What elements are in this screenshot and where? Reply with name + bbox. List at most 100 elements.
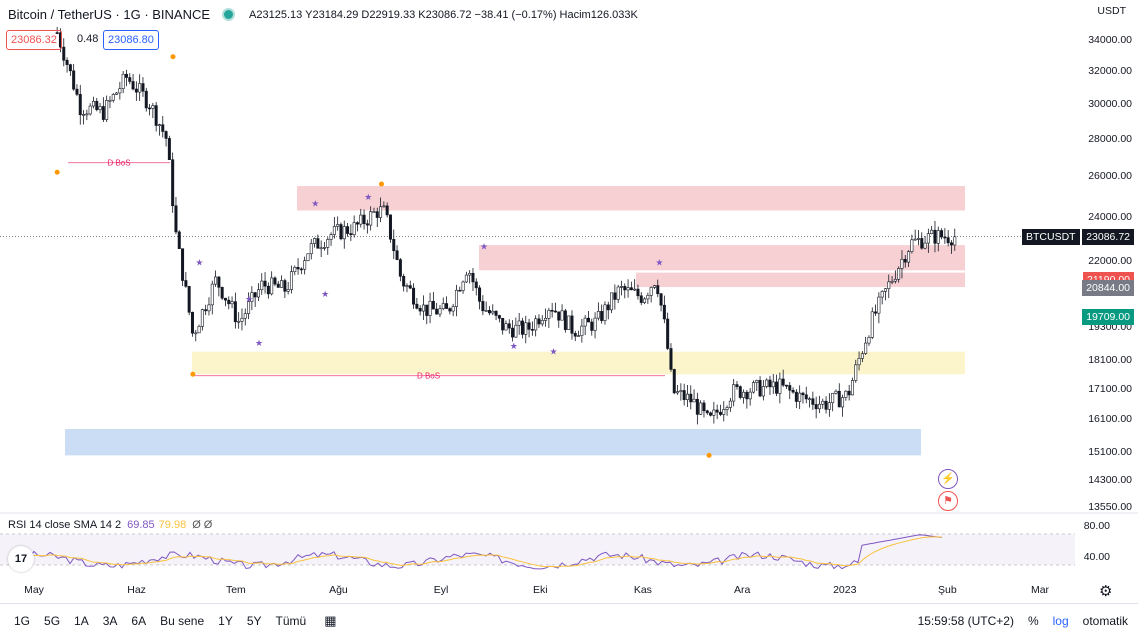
swing-dot-marker	[706, 452, 712, 458]
candle	[438, 304, 442, 318]
candle	[445, 296, 449, 309]
candle	[887, 274, 891, 299]
price-tag: 19709.00	[1082, 308, 1134, 325]
candle	[217, 276, 221, 297]
candle	[108, 96, 112, 109]
candle	[735, 381, 739, 390]
candle	[864, 336, 868, 355]
price-tick: 28000.00	[1088, 132, 1132, 145]
candle	[138, 74, 142, 101]
zone-red-2[interactable]	[636, 272, 965, 288]
rsi-title[interactable]: RSI 14 close SMA 14 2	[8, 519, 122, 531]
zone-red-1[interactable]	[479, 245, 965, 271]
candles	[55, 26, 957, 425]
bos-label-0: D BoS	[107, 159, 130, 168]
candle	[164, 130, 168, 147]
candle	[649, 286, 653, 303]
clock[interactable]: 15:59:58 (UTC+2)	[917, 614, 1014, 628]
candle	[570, 310, 574, 340]
candle	[844, 390, 848, 401]
price-chart[interactable]: D BoS D BoS ★ ★ ★ ★ ★ ★ ★ ★ ★ ★	[0, 0, 1138, 603]
us-flag-icon[interactable]: ⚑	[938, 491, 958, 511]
candle	[527, 318, 531, 338]
sell-button[interactable]: 23086.32	[6, 30, 62, 50]
candle	[190, 311, 194, 337]
candle	[817, 395, 821, 414]
candle	[187, 285, 191, 316]
candle	[596, 302, 600, 321]
zone-yellow-3[interactable]	[192, 351, 965, 375]
candle	[847, 384, 851, 401]
candle	[220, 286, 224, 301]
candle	[372, 207, 376, 213]
candle	[253, 291, 257, 307]
candle	[260, 273, 264, 295]
candle	[603, 301, 607, 325]
candle	[801, 391, 805, 404]
candle	[768, 375, 772, 396]
candle	[827, 393, 831, 417]
tf-1a[interactable]: 1A	[74, 614, 89, 628]
candle	[398, 258, 402, 282]
currency-unit[interactable]: USDT	[1097, 5, 1126, 17]
candle	[227, 296, 231, 310]
price-tick: 22000.00	[1088, 254, 1132, 267]
tf-ytd[interactable]: Bu sene	[160, 614, 205, 628]
candle	[874, 304, 878, 316]
zone-blue-4[interactable]	[65, 429, 921, 456]
candle	[537, 314, 541, 328]
candle	[491, 304, 495, 316]
price-axis[interactable]: USDT 34000.00 32000.00 30000.00 28000.00 260…	[1076, 0, 1138, 575]
price-tick: 13550.00	[1088, 501, 1132, 513]
candle	[679, 383, 683, 401]
candle	[504, 320, 508, 331]
candle	[613, 284, 617, 310]
tf-all[interactable]: Tümü	[275, 614, 307, 628]
candle	[118, 81, 122, 100]
tf-5g[interactable]: 5G	[44, 614, 61, 628]
time-tick: Mar	[1030, 584, 1050, 596]
auto-toggle[interactable]: otomatik	[1082, 614, 1128, 628]
candle	[590, 318, 594, 336]
candle	[210, 280, 214, 315]
log-toggle[interactable]: log	[1052, 614, 1069, 628]
candle	[877, 292, 881, 324]
price-tick: 34000.00	[1088, 34, 1132, 46]
candle	[659, 292, 663, 312]
rsi-tick-40: 40.00	[1083, 551, 1110, 563]
rsi-pane[interactable]	[0, 512, 1138, 570]
tf-3a[interactable]: 3A	[102, 614, 118, 628]
percent-toggle[interactable]: %	[1027, 614, 1039, 628]
zone-red-0[interactable]	[297, 186, 965, 211]
candle	[784, 384, 788, 389]
candle	[435, 302, 439, 315]
tf-5y[interactable]: 5Y	[246, 614, 262, 628]
candle	[623, 283, 627, 299]
symbol-title[interactable]: Bitcoin / TetherUS · 1G · BINANCE	[8, 7, 211, 22]
buy-button[interactable]: 23086.80	[103, 30, 159, 50]
candle	[682, 383, 686, 406]
candle	[230, 296, 234, 309]
price-tick: 26000.00	[1088, 170, 1132, 183]
candle	[926, 228, 930, 253]
candle	[405, 283, 409, 293]
lightning-icon[interactable]: ⚡	[938, 469, 958, 489]
tf-6a[interactable]: 6A	[131, 614, 147, 628]
pivot-star-marker: ★	[550, 346, 558, 356]
candle	[643, 297, 647, 305]
candle	[662, 295, 666, 324]
time-tick: Ağu	[329, 584, 348, 596]
candle	[791, 387, 795, 394]
tradingview-logo-icon[interactable]: 17	[8, 546, 34, 572]
candle	[431, 292, 435, 310]
gear-icon[interactable]: ⚙	[1099, 583, 1113, 600]
tf-1y[interactable]: 1Y	[218, 614, 233, 628]
candle	[250, 286, 254, 311]
calendar-icon[interactable]: ▦	[324, 613, 337, 628]
pivot-star-marker: ★	[321, 289, 329, 299]
candle	[920, 232, 924, 250]
tf-1g[interactable]: 1G	[14, 614, 31, 628]
candle	[62, 38, 66, 67]
candle	[936, 226, 940, 252]
candle	[666, 312, 670, 350]
